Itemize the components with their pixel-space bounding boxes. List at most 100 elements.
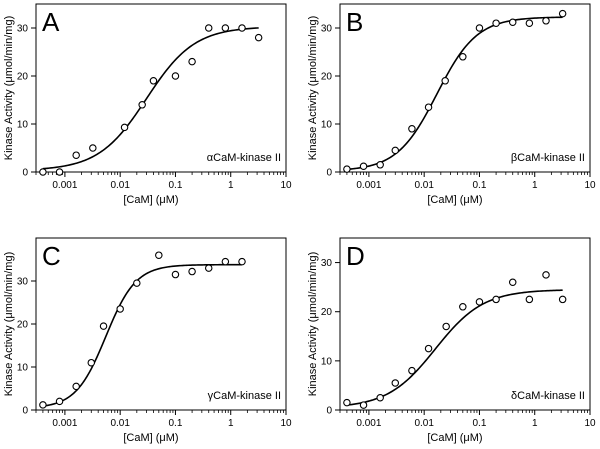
panel-b-data-point (391, 146, 400, 155)
panel-c-x-axis-label: [CaM] (μM) (123, 432, 178, 444)
panel-d-data-point (558, 295, 567, 304)
panel-b-x-tick-label: 0.01 (414, 180, 434, 191)
panel-b-data-point (492, 19, 500, 27)
panel-b-annotation: βCaM-kinase II (511, 152, 585, 164)
panel-c-annotation: γCaM-kinase II (208, 390, 281, 402)
panel-d-data-point (442, 322, 450, 331)
panel-a-y-axis-label: Kinase Activity (μmol/min/mg) (3, 16, 15, 160)
panel-b-x-tick-label: 1 (532, 180, 538, 191)
panel-b-data-point (542, 17, 550, 25)
panel-d-x-axis-label: [CaM] (μM) (427, 432, 482, 444)
panel-d-y-tick-label: 30 (321, 258, 333, 269)
panel-b-y-axis-label: Kinase Activity (μmol/min/mg) (307, 16, 319, 160)
panel-b-x-tick-label: 0.1 (472, 180, 486, 191)
panel-a-data-point (120, 123, 129, 132)
panel-a-data-point (55, 168, 64, 176)
panel-d-fit-curve (346, 289, 563, 406)
panel-c-y-tick-label: 20 (17, 320, 29, 331)
panel-a-letter: A (42, 7, 60, 37)
panel-b-data-point (408, 125, 416, 133)
panel-d-data-point (376, 393, 384, 402)
panel-b-letter: B (346, 7, 363, 37)
panel-d-x-tick-label: 0.01 (414, 418, 434, 429)
panel-d-y-tick-label: 0 (326, 406, 332, 417)
panel-b-data-point (475, 24, 484, 32)
panel-a-data-point (238, 24, 246, 32)
panel-a-data-point (149, 77, 158, 85)
panel-d-data-point (475, 298, 484, 306)
panel-a-x-axis-label: [CaM] (μM) (123, 194, 178, 206)
panel-b-plot-frame (339, 3, 591, 173)
panel-d-plot-frame (339, 237, 591, 411)
panel-b-x-axis-label: [CaM] (μM) (427, 194, 482, 206)
panel-a-fit-curve (42, 27, 259, 170)
panel-a-data-point (171, 72, 180, 80)
panel-d-data-point (525, 295, 534, 304)
panel-b-data-point (424, 103, 433, 111)
panel-c-x-tick-label: 1 (228, 418, 234, 429)
panel-d-data-point (542, 271, 550, 279)
panel-a-data-point (221, 24, 230, 32)
panel-b-x-tick-label: 0.001 (356, 180, 381, 191)
panel-a-y-tick-label: 10 (17, 120, 29, 131)
panel-a-x-tick-label: 0.001 (52, 180, 77, 191)
panel-b-y-tick-label: 20 (321, 72, 333, 83)
panel-c-data-point (87, 358, 96, 367)
panel-a-data-point (89, 144, 97, 152)
panel-d-data-point (492, 295, 500, 304)
panel-c-data-point (204, 264, 213, 272)
panel-a-x-tick-label: 0.01 (110, 180, 130, 191)
panel-c-y-tick-label: 0 (22, 406, 28, 417)
panel-b-y-tick-label: 30 (321, 24, 333, 35)
panel-b-data-point (376, 161, 384, 169)
panel-a-data-point (188, 57, 196, 66)
panel-c-y-axis-label: Kinase Activity (μmol/min/mg) (3, 252, 15, 396)
panel-d-data-point (359, 401, 368, 409)
panel-d-data-point (408, 366, 416, 375)
panel-d-data-point (508, 278, 517, 286)
panel-c-data-point (99, 322, 108, 330)
panel-c-x-tick-label: 0.1 (168, 418, 182, 429)
panel-d-y-tick-label: 10 (321, 356, 333, 367)
panel-d-data-point (343, 398, 351, 407)
panel-b-data-point (558, 9, 567, 18)
panel-c: 0.001 0.01 0.1 1 10 0 10 20 30 [CaM] (μM) Kinase A… (3, 237, 292, 444)
panel-b-data-point (459, 53, 467, 61)
panel-d-x-tick-label: 1 (532, 418, 538, 429)
panel-c-x-tick-label: 10 (280, 418, 292, 429)
panel-c-data-point (238, 257, 246, 266)
panel-a-x-tick-label: 10 (280, 180, 292, 191)
panel-a: 0.001 0.01 0.1 1 10 0 10 20 30 [CaM] (μM) Kinase A… (3, 3, 292, 206)
panel-c-x-tick-label: 0.01 (110, 418, 130, 429)
panel-b-data-point (441, 77, 449, 85)
panel-c-data-point (133, 279, 141, 287)
panel-d-x-tick-label: 10 (584, 418, 596, 429)
panel-c-data-point (155, 251, 163, 259)
panel-a-x-tick-label: 0.1 (168, 180, 182, 191)
panel-d-x-tick-label: 0.001 (356, 418, 381, 429)
panel-a-y-tick-label: 20 (17, 72, 29, 83)
panel-d-letter: D (346, 241, 365, 271)
panel-a-plot-frame (35, 3, 287, 173)
panel-c-data-point (221, 257, 230, 266)
panel-a-annotation: αCaM-kinase II (207, 152, 281, 164)
panel-a-data-point (138, 101, 146, 109)
panel-d-y-axis-label: Kinase Activity (μmol/min/mg) (307, 252, 319, 396)
panel-a-data-point (204, 24, 213, 32)
panel-d-annotation: δCaM-kinase II (511, 390, 585, 402)
panel-c-data-point (116, 305, 124, 313)
panel-c-letter: C (42, 241, 61, 271)
panel-d: 0.001 0.01 0.1 1 10 0 10 20 30 [CaM] (μM) Kinase A… (307, 237, 596, 444)
panel-c-x-tick-label: 0.001 (52, 418, 77, 429)
panel-b-data-point (359, 162, 368, 170)
panel-c-data-point (39, 401, 47, 409)
panel-c-y-tick-label: 30 (17, 277, 29, 288)
panel-c-data-point (55, 397, 64, 406)
panel-b: 0.001 0.01 0.1 1 10 0 10 20 30 [CaM] (μM) Kinase A… (307, 3, 596, 206)
panel-a-data-point (72, 151, 80, 159)
panel-b-y-tick-label: 0 (326, 168, 332, 179)
panel-a-x-tick-label: 1 (228, 180, 234, 191)
panel-c-data-point (188, 267, 196, 276)
panel-b-data-point (525, 19, 534, 27)
